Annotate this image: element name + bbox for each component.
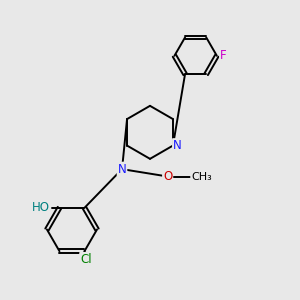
Text: CH₃: CH₃ — [191, 172, 212, 182]
Text: N: N — [173, 139, 182, 152]
Text: O: O — [163, 170, 172, 183]
Text: HO: HO — [32, 201, 50, 214]
Text: N: N — [118, 163, 126, 176]
Text: F: F — [220, 49, 226, 62]
Text: Cl: Cl — [80, 253, 92, 266]
